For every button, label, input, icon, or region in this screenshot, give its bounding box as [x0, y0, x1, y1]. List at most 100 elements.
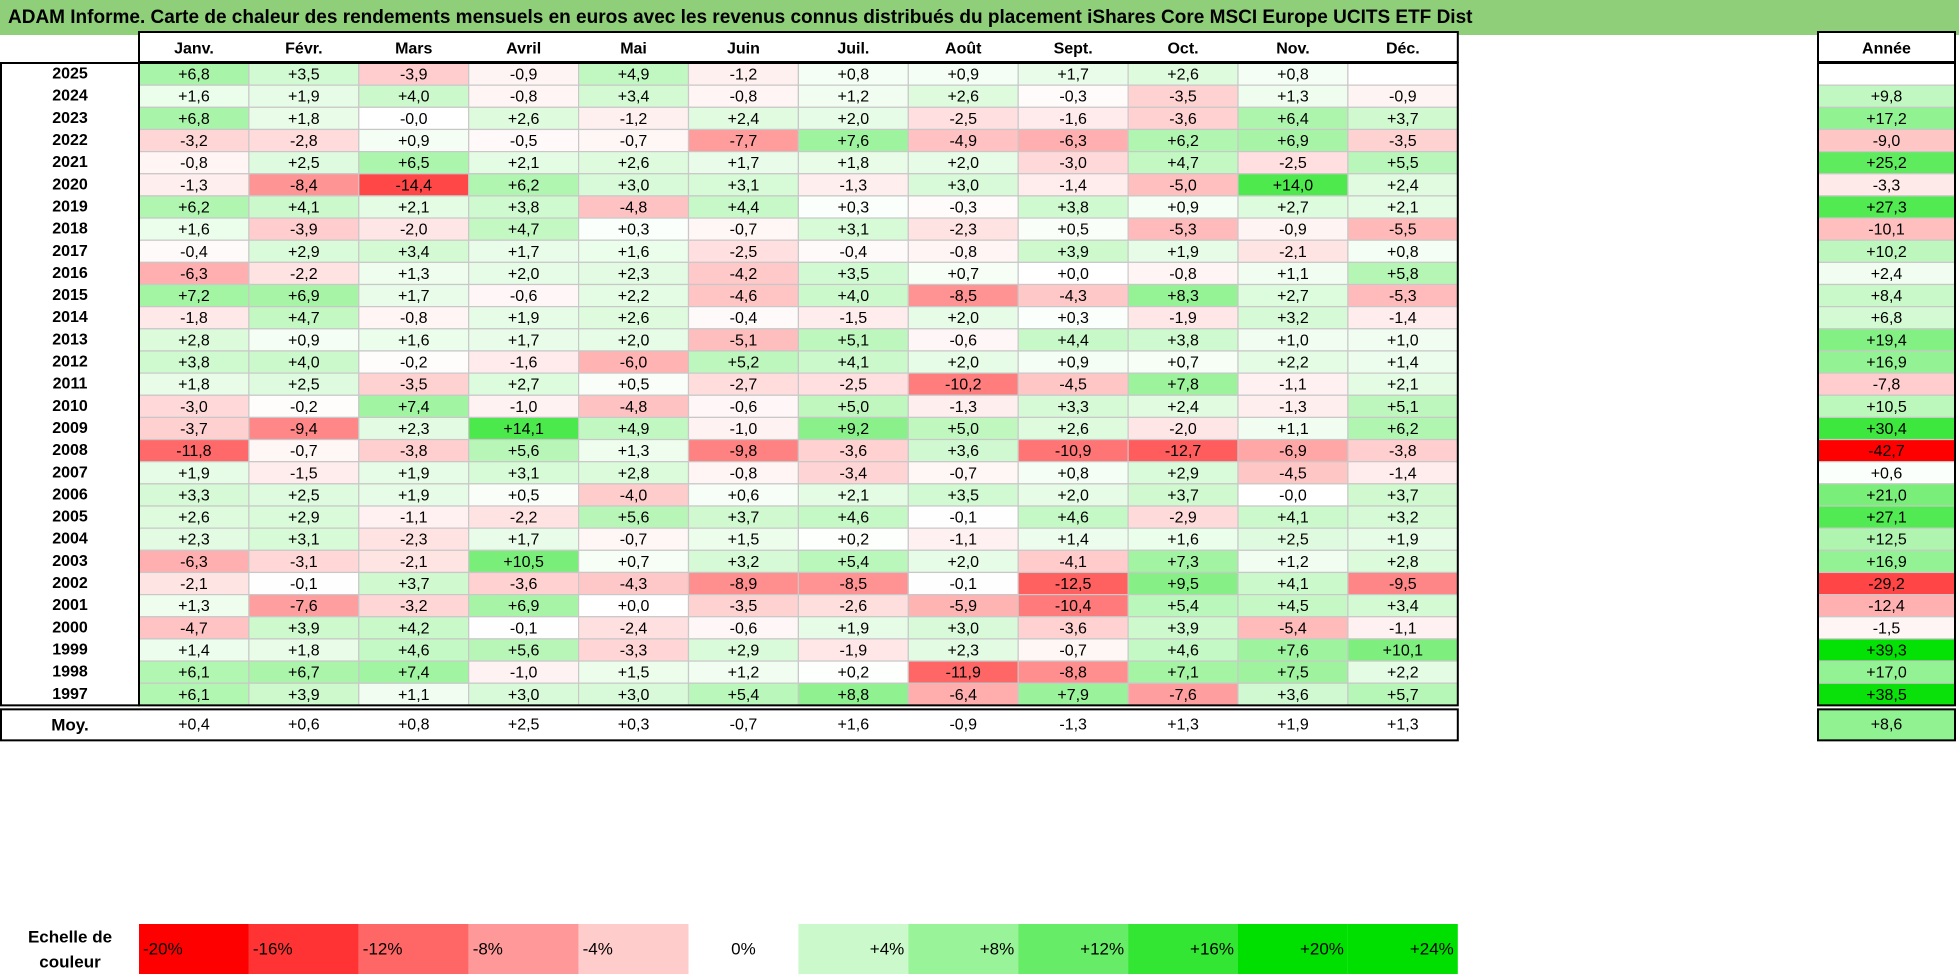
cell-value: +5,1 [838, 332, 870, 349]
cell-value: +6,2 [178, 199, 210, 216]
cell-value: +3,0 [947, 177, 979, 194]
annual-value: +21,0 [1866, 487, 1907, 504]
cell-value: -1,5 [290, 465, 318, 482]
cell-value: -1,3 [1279, 399, 1307, 416]
year-label: 2018 [52, 221, 88, 238]
year-label: 2008 [52, 442, 88, 459]
cell-value: -7,7 [730, 133, 758, 150]
cell-value: -0,4 [180, 244, 208, 261]
cell-value: +3,8 [1167, 332, 1199, 349]
annual-value: -1,5 [1873, 620, 1901, 637]
cell-value: +0,8 [838, 67, 870, 84]
cell-value: -10,2 [945, 377, 982, 394]
cell-value: +10,1 [1383, 642, 1424, 659]
cell-value: -3,8 [1389, 443, 1417, 460]
month-header-11: Nov. [1276, 41, 1309, 58]
cell-value: +1,7 [1057, 67, 1089, 84]
annual-value: -42,7 [1868, 443, 1905, 460]
cell-value: -1,5 [840, 310, 868, 327]
cell-value: +5,6 [508, 443, 540, 460]
cell-value: +1,3 [1277, 89, 1309, 106]
cell-value: -0,6 [730, 620, 758, 637]
cell-value: -2,3 [949, 222, 977, 239]
cell-value: +6,2 [1167, 133, 1199, 150]
scale-swatch [1347, 924, 1458, 974]
cell-value: +1,1 [398, 687, 430, 704]
scale-swatch-label: -16% [253, 940, 293, 959]
annual-value: -9,0 [1873, 133, 1901, 150]
cell-value: +6,1 [178, 687, 210, 704]
cell-value: -1,2 [620, 111, 648, 128]
cell-value: +8,8 [838, 687, 870, 704]
cell-value: -6,4 [949, 687, 977, 704]
cell-value: -5,0 [1169, 177, 1197, 194]
cell-value: +1,7 [508, 332, 540, 349]
cell-value: +2,3 [178, 532, 210, 549]
cell-value: -2,8 [290, 133, 318, 150]
cell-value: +14,1 [503, 421, 544, 438]
cell-value: +6,1 [178, 665, 210, 682]
cell-value: +1,6 [398, 332, 430, 349]
annual-value: +10,5 [1866, 399, 1907, 416]
month-header-8: Août [945, 41, 982, 58]
month-header-12: Déc. [1386, 41, 1420, 58]
cell-value: +0,5 [618, 377, 650, 394]
scale-swatch [358, 924, 469, 974]
annual-value: +6,8 [1871, 310, 1903, 327]
cell-value: +1,2 [838, 89, 870, 106]
cell-value: +2,5 [288, 155, 320, 172]
annual-value: +19,4 [1866, 332, 1907, 349]
scale-swatch [1238, 924, 1348, 974]
cell-value: +1,8 [838, 155, 870, 172]
cell-value: -2,1 [180, 576, 208, 593]
cell-value: +0,8 [1057, 465, 1089, 482]
annual-value: -10,1 [1868, 222, 1905, 239]
cell-value: +2,8 [178, 332, 210, 349]
cell-value: -2,5 [730, 244, 758, 261]
cell-value: -4,8 [620, 199, 648, 216]
year-label: 2004 [52, 531, 88, 548]
year-label: 1997 [52, 686, 88, 703]
cell-value: +2,5 [288, 487, 320, 504]
scale-swatch [1128, 924, 1238, 974]
cell-value: +2,8 [1387, 554, 1419, 571]
cell-value: +6,5 [398, 155, 430, 172]
cell-value: +1,2 [728, 665, 760, 682]
cell-value: +2,7 [1277, 288, 1309, 305]
cell-value: -0,1 [949, 576, 977, 593]
month-header-4: Avril [506, 41, 541, 58]
cell-value: +1,9 [398, 465, 430, 482]
annual-value: +8,4 [1871, 288, 1903, 305]
cell-value: +7,4 [398, 665, 430, 682]
cell-value: +1,5 [728, 532, 760, 549]
cell-value: +4,6 [838, 510, 870, 527]
cell-value: -0,6 [949, 332, 977, 349]
cell-value: +2,2 [1387, 665, 1419, 682]
cell-value: +1,9 [288, 89, 320, 106]
annual-value: +16,9 [1866, 355, 1907, 372]
cell-value: +4,9 [618, 421, 650, 438]
cell-value: -2,0 [1169, 421, 1197, 438]
month-header-7: Juil. [837, 41, 869, 58]
cell-value: +6,9 [288, 288, 320, 305]
cell-value: +1,0 [1387, 332, 1419, 349]
cell-value: -1,4 [1389, 310, 1417, 327]
month-header-3: Mars [395, 41, 432, 58]
cell-value: -1,1 [1389, 620, 1417, 637]
cell-value: +1,0 [1277, 332, 1309, 349]
cell-value: -3,6 [840, 443, 868, 460]
cell-value: -1,0 [730, 421, 758, 438]
cell-value: +3,5 [288, 67, 320, 84]
year-label: 2000 [52, 619, 88, 636]
cell-value: -4,7 [180, 620, 208, 637]
annual-value: +0,6 [1871, 465, 1903, 482]
cell-value: +6,4 [1277, 111, 1309, 128]
cell-value: +3,9 [288, 687, 320, 704]
month-header-10: Oct. [1167, 41, 1198, 58]
cell-value: +2,9 [288, 510, 320, 527]
cell-value: +4,2 [398, 620, 430, 637]
cell-value: +2,6 [947, 89, 979, 106]
cell-value: +4,0 [838, 288, 870, 305]
month-header-9: Sept. [1054, 41, 1093, 58]
